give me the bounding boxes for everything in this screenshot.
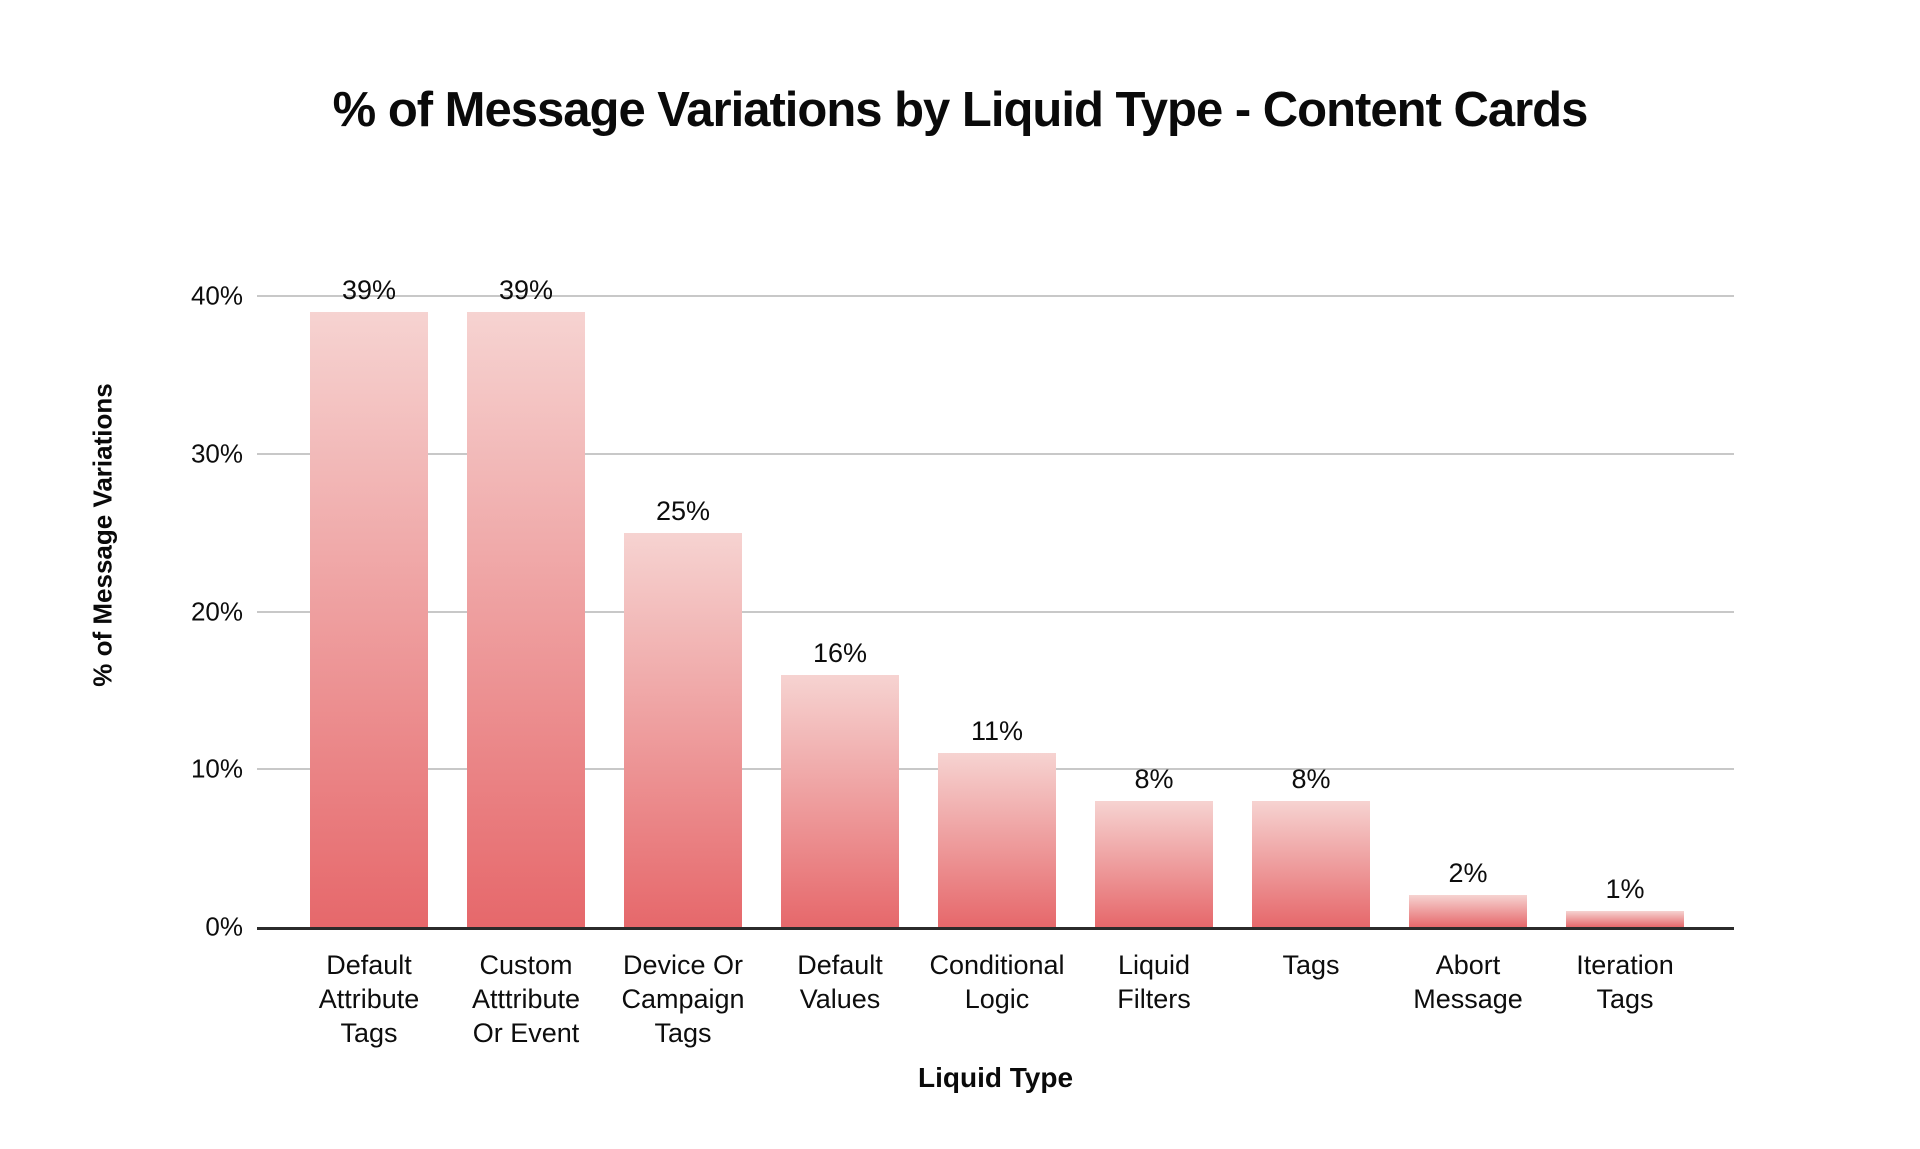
x-tick-label: Default Values	[797, 950, 883, 1014]
bar-value-label: 39%	[498, 274, 554, 305]
bar-value-label: 11%	[970, 716, 1024, 747]
bar: 1% Iteration Tags	[1566, 874, 1684, 1014]
bar: 16% Default Values	[781, 638, 899, 1014]
x-tick-label: Device Or Campaign Tags	[621, 950, 745, 1048]
x-tick-label: Abort Message	[1413, 950, 1523, 1014]
x-tick-label: Conditional Logic	[929, 950, 1065, 1014]
bar-value-label: 2%	[1448, 858, 1488, 889]
bar: 8% Tags	[1252, 764, 1370, 980]
x-tick-label: Default Attribute Tags	[318, 950, 420, 1048]
x-tick-label: Tags	[1282, 950, 1340, 980]
bar-value-label: 25%	[655, 495, 711, 526]
chart-title: % of Message Variations by Liquid Type -…	[332, 83, 1589, 137]
x-tick-label: Iteration Tags	[1576, 950, 1674, 1014]
plot-area: 40% 30% 20% 10% 0% 39% Default Attribute Tag…	[191, 275, 1734, 1048]
gridline	[257, 610, 1734, 613]
x-axis-title: Liquid Type	[917, 1062, 1074, 1093]
bar: 8% Liquid Filters	[1095, 764, 1213, 1014]
bar-value-label: 8%	[1291, 763, 1331, 794]
bar-value-label: 8%	[1134, 763, 1174, 794]
bar-series: 39% Default Attribute Tags 39% Custom At…	[310, 275, 1684, 1048]
y-tick-label: 30%	[190, 438, 243, 469]
y-tick-label: 20%	[190, 596, 243, 626]
x-tick-label: Custom Atttribute Or Event	[471, 950, 581, 1048]
bar: 25% Device Or Campaign Tags	[621, 496, 744, 1048]
bar-value-label: 39%	[341, 274, 397, 305]
bar: 39% Custom Atttribute Or Event	[467, 275, 585, 1048]
gridline	[257, 295, 1734, 297]
x-tick-label: Liquid Filters	[1117, 950, 1191, 1014]
y-axis-title: % of Message Variations	[87, 383, 118, 687]
bar: 2% Abort Message	[1409, 858, 1527, 1014]
bar: 39% Default Attribute Tags	[310, 275, 428, 1048]
y-tick-label: 40%	[190, 280, 243, 311]
bar-value-label: 1%	[1605, 874, 1645, 905]
bar: 11% Conditional Logic	[929, 716, 1064, 1014]
bar-value-label: 16%	[812, 637, 868, 668]
gridline	[257, 452, 1734, 455]
y-tick-label: 0%	[205, 911, 243, 942]
y-tick-label: 10%	[190, 753, 243, 784]
